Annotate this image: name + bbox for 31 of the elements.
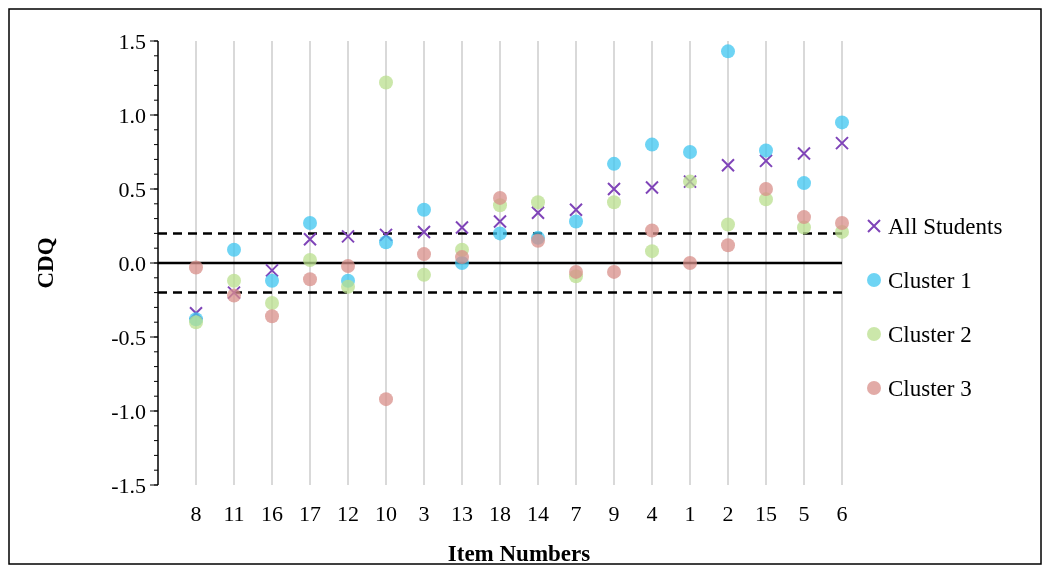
y-tick-label: 1.0 <box>118 102 146 128</box>
legend-label: Cluster 1 <box>888 268 972 294</box>
x-tick-label: 10 <box>375 501 397 526</box>
legend-label: All Students <box>888 214 1003 240</box>
x-tick-label: 15 <box>755 501 777 526</box>
x-tick-label: 7 <box>570 501 582 526</box>
x-tick-label: 6 <box>836 501 848 526</box>
x-tick-label: 14 <box>527 501 549 526</box>
x-tick-label: 8 <box>190 501 202 526</box>
x-tick-label: 16 <box>261 501 283 526</box>
x-tick-label: 12 <box>337 501 359 526</box>
x-tick-label: 2 <box>722 501 734 526</box>
x-tick-label: 13 <box>451 501 473 526</box>
y-tick-label: -1.0 <box>111 398 146 424</box>
y-tick-label: -1.5 <box>111 472 146 498</box>
legend-label: Cluster 3 <box>888 376 972 402</box>
y-tick-label: 0.0 <box>118 250 146 276</box>
legend-label: Cluster 2 <box>888 322 972 348</box>
x-tick-label: 4 <box>646 501 658 526</box>
y-tick-label: 1.5 <box>118 28 146 54</box>
x-tick-label: 17 <box>299 501 321 526</box>
x-tick-label: 9 <box>608 501 620 526</box>
x-tick-label: 1 <box>684 501 696 526</box>
x-tick-label: 3 <box>418 501 430 526</box>
y-axis-title: CDQ <box>33 237 58 289</box>
y-tick-label: 0.5 <box>118 176 146 202</box>
x-tick-label: 11 <box>223 501 245 526</box>
x-axis-title: Item Numbers <box>447 541 591 566</box>
x-tick-label: 5 <box>798 501 810 526</box>
y-tick-label: -0.5 <box>111 324 146 350</box>
x-tick-label: 18 <box>489 501 511 526</box>
